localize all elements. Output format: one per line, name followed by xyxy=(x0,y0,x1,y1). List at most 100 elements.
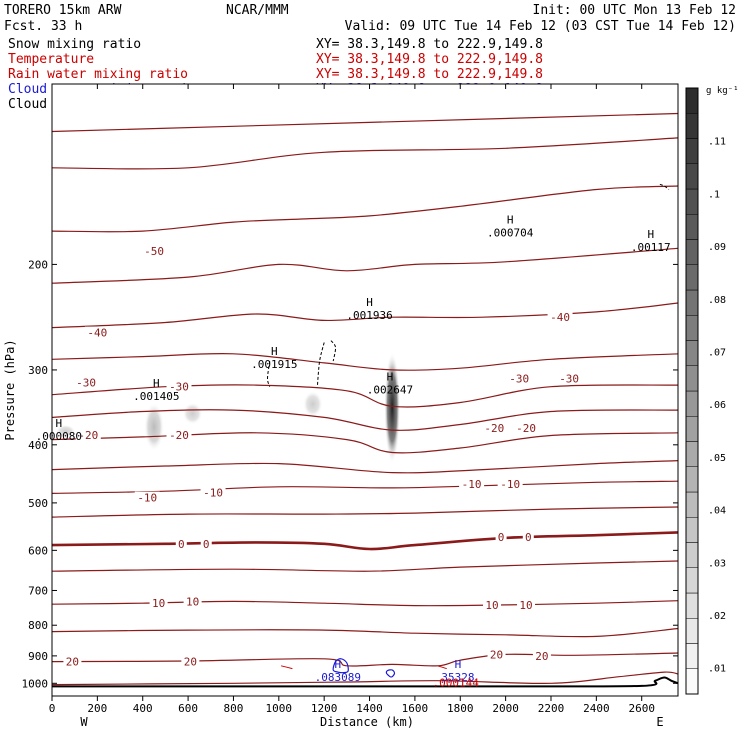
y-tick-label: 400 xyxy=(28,439,48,452)
isotherm-label-background xyxy=(522,530,534,543)
extremum-value: .002647 xyxy=(367,384,413,397)
legend-xy: XY= 38.3,149.8 to 222.9,149.8 xyxy=(316,52,543,67)
isotherm-label-background xyxy=(556,372,582,385)
colorbar-step xyxy=(685,466,699,493)
isotherm-label: -10 xyxy=(137,492,157,505)
extremum-value: .000144 xyxy=(433,676,480,689)
colorbar-step xyxy=(685,138,699,164)
init-time: Init: 00 UTC Mon 13 Feb 12 xyxy=(533,3,737,18)
plot-frame xyxy=(51,83,679,697)
extremum-value: .083089 xyxy=(315,671,361,684)
isotherm-label: 10 xyxy=(186,595,199,608)
cloud-ice-contour xyxy=(330,340,337,362)
isotherm-label: 0 xyxy=(203,538,210,551)
colorbar-frame xyxy=(685,87,699,695)
colorbar-step xyxy=(685,517,699,543)
isotherm-label-background xyxy=(517,598,536,611)
isotherm-label-background xyxy=(73,376,99,389)
colorbar-step xyxy=(685,289,699,316)
x-tick-label: 1600 xyxy=(402,702,429,715)
isotherm-label: -20 xyxy=(78,429,98,442)
isotherm-label: 10 xyxy=(519,599,532,612)
colorbar-tick-label: .09 xyxy=(708,242,726,253)
extremum-marker: H xyxy=(387,371,394,384)
colorbar-step xyxy=(685,567,699,594)
isotherm-line xyxy=(51,112,679,133)
isotherm-label-background xyxy=(483,598,502,611)
snow-shading-patch xyxy=(384,351,401,464)
colorbar-step xyxy=(685,542,699,568)
colorbar-step xyxy=(685,340,699,366)
colorbar-step xyxy=(685,188,699,215)
center-name: NCAR/MMM xyxy=(226,3,289,18)
x-tick-label: 2400 xyxy=(583,702,610,715)
cloud-ice-contour xyxy=(266,361,271,387)
colorbar-step xyxy=(685,668,699,695)
colorbar-step xyxy=(685,365,699,392)
legend-xy: XY= 38.3,149.8 to 222.9,149.8 xyxy=(316,67,543,82)
snow-shading-patch xyxy=(55,424,76,439)
isotherm-label: 10 xyxy=(485,599,498,612)
colorbar-step xyxy=(685,239,699,265)
x-tick-label: 600 xyxy=(178,702,198,715)
isotherm-line xyxy=(51,353,679,371)
isotherm-line xyxy=(51,409,679,431)
isotherm-line xyxy=(51,302,679,329)
y-tick-label: 900 xyxy=(28,650,48,663)
colorbar-step xyxy=(685,491,699,518)
isotherm-label: -30 xyxy=(509,372,529,385)
isotherm-label: 0 xyxy=(178,538,185,551)
isotherm-label: 0 xyxy=(525,531,532,544)
isotherm-label: -20 xyxy=(516,422,536,435)
extremum-value: .000704 xyxy=(487,227,534,240)
isotherm-label: 20 xyxy=(66,656,79,669)
isotherm-label: -20 xyxy=(484,422,504,435)
isotherm-line xyxy=(51,460,679,474)
isotherm-label: -40 xyxy=(87,327,107,340)
isotherm-label-background xyxy=(481,422,507,435)
extremum-marker: H xyxy=(647,228,654,241)
terrain-line xyxy=(52,676,679,688)
extremum-marker: H xyxy=(55,417,62,430)
x-tick-label: 1400 xyxy=(356,702,383,715)
forecast-hour: Fcst. 33 h xyxy=(4,19,82,34)
colorbar-step xyxy=(685,315,699,341)
rain-contour xyxy=(280,665,293,670)
isotherm-label: 20 xyxy=(184,656,197,669)
extrema-markers: H.000704 H.00117H.001936H.001915H.001405H… xyxy=(36,214,671,690)
extremum-marker: H xyxy=(366,296,373,309)
isotherm-label: 0 xyxy=(498,531,505,544)
colorbar-tick-label: .08 xyxy=(708,295,726,306)
y-tick-label: 1000 xyxy=(22,677,49,690)
extremum-value: .001936 xyxy=(346,309,392,322)
isotherm-label: -10 xyxy=(462,478,482,491)
colorbar-step xyxy=(685,264,699,291)
model-title: TORERO 15km ARW xyxy=(4,3,122,18)
isotherm-label-background xyxy=(149,597,168,610)
plot-background xyxy=(52,84,678,696)
legend-xy: XY= 38.3,149.8 to 222.9,149.8 xyxy=(316,37,543,52)
colorbar-step xyxy=(685,163,699,190)
isotherm-label-background xyxy=(84,326,110,339)
east-label: E xyxy=(656,715,663,729)
colorbar-tick-label: .03 xyxy=(708,558,726,569)
extremum-value: .001405 xyxy=(133,390,179,403)
snow-shading-patch xyxy=(302,390,323,418)
colorbar-unit: g kg⁻¹ xyxy=(706,86,739,96)
isotherm-label-background xyxy=(200,537,212,550)
extremum-value: .000080 xyxy=(36,430,82,443)
colorbar-step xyxy=(685,390,699,417)
isotherm-label-background xyxy=(75,428,101,441)
isotherm-line xyxy=(51,480,679,494)
legend-label: Snow mixing ratio xyxy=(8,37,141,52)
isotherm-label-background xyxy=(134,491,160,504)
isotherm-label-background xyxy=(183,595,202,608)
y-axis-title: Pressure (hPa) xyxy=(3,339,17,440)
isotherm-label: -50 xyxy=(144,245,164,258)
colorbar-tick-label: .11 xyxy=(708,137,726,148)
y-tick-label: 500 xyxy=(28,497,48,510)
isotherm-label: 10 xyxy=(152,597,165,610)
x-tick-label: 2000 xyxy=(492,702,519,715)
x-tick-label: 2600 xyxy=(628,702,655,715)
